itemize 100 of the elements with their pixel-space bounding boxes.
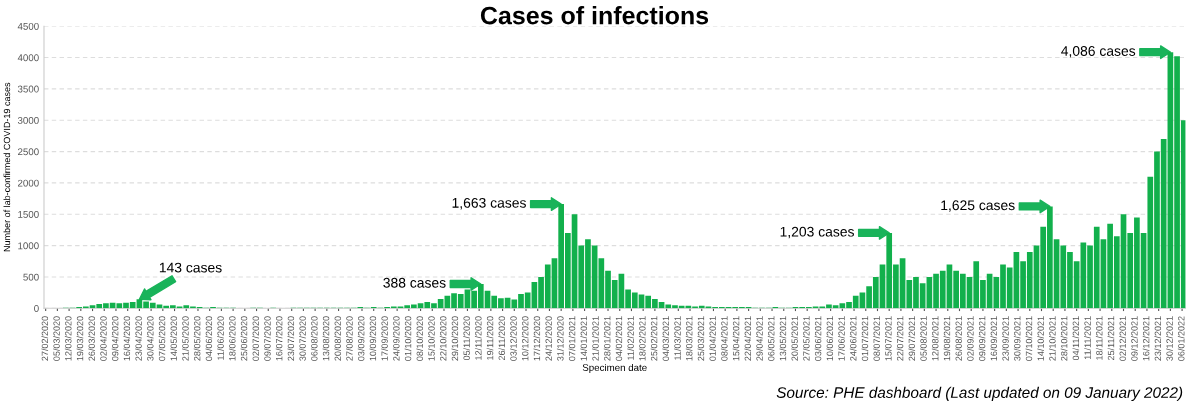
x-tick-label: 01/10/2020 <box>404 316 412 361</box>
x-tick-label: 24/06/2021 <box>849 316 857 361</box>
x-tick-label: 08/10/2020 <box>416 316 423 361</box>
x-tick-label: 27/02/2020 <box>41 316 49 361</box>
y-tick-label: 1500 <box>18 211 39 218</box>
x-tick-label: 14/05/2020 <box>170 316 177 361</box>
x-tick-label: 18/03/2021 <box>685 316 693 361</box>
x-tick-label: 22/10/2020 <box>439 316 447 361</box>
x-tick-label: 11/03/2021 <box>674 316 681 360</box>
x-tick-label: 23/09/2021 <box>1002 316 1009 361</box>
x-tick-label: 30/04/2020 <box>146 316 154 361</box>
annotation: 143 cases <box>159 262 222 273</box>
x-tick-label: 08/07/2021 <box>873 316 880 361</box>
x-tick-label: 16/12/2021 <box>1142 316 1150 361</box>
x-tick-label: 24/12/2020 <box>545 316 552 361</box>
x-tick-label: 19/08/2021 <box>943 316 951 361</box>
x-tick-label: 16/09/2021 <box>990 316 998 361</box>
y-tick-label: 4500 <box>17 22 39 30</box>
source-note: Source: PHE dashboard (Last updated on 09 January 2022) <box>776 386 1183 401</box>
x-tick-label: 11/02/2021 <box>627 316 634 360</box>
x-tick-label: 04/11/2021 <box>1072 316 1080 361</box>
x-tick-label: 09/07/2020 <box>264 316 271 361</box>
x-tick-label: 03/09/2020 <box>357 316 365 361</box>
x-tick-label: 16/07/2020 <box>275 316 283 361</box>
x-tick-label: 19/03/2020 <box>76 316 84 361</box>
x-tick-label: 09/12/2021 <box>1131 316 1138 361</box>
x-tick-label: 30/07/2020 <box>299 316 306 361</box>
x-tick-label: 26/08/2021 <box>955 316 962 361</box>
x-tick-label: 12/08/2021 <box>931 316 939 361</box>
x-tick-label: 13/08/2020 <box>322 316 330 361</box>
x-tick-label: 18/06/2020 <box>228 316 236 361</box>
x-tick-label: 19/11/2020 <box>486 316 494 360</box>
x-tick-label: 22/07/2021 <box>896 316 904 361</box>
x-tick-label: 01/07/2021 <box>861 316 869 361</box>
x-tick-label: 29/07/2021 <box>908 316 916 361</box>
x-tick-label: 08/04/2021 <box>720 316 728 361</box>
x-tick-label: 24/09/2020 <box>392 316 400 361</box>
x-tick-label: 29/10/2020 <box>451 316 459 361</box>
x-tick-label: 30/12/2021 <box>1166 316 1173 361</box>
x-tick-label: 02/07/2020 <box>252 316 259 361</box>
x-tick-label: 03/06/2021 <box>814 316 822 361</box>
x-tick-label: 21/10/2021 <box>1049 316 1056 361</box>
x-tick-label: 31/12/2020 <box>556 316 564 361</box>
x-tick-label: 11/06/2020 <box>217 316 224 360</box>
x-tick-label: 16/04/2020 <box>123 316 131 361</box>
x-tick-label: 07/05/2020 <box>158 316 166 361</box>
x-tick-label: 23/12/2021 <box>1154 316 1162 361</box>
x-tick-label: 04/03/2021 <box>662 316 670 361</box>
x-tick-label: 23/04/2020 <box>135 316 142 361</box>
x-tick-label: 11/11/2021 <box>1084 316 1091 360</box>
x-tick-label: 27/08/2020 <box>346 316 353 361</box>
x-tick-label: 05/03/2020 <box>53 316 60 361</box>
x-tick-label: 28/01/2021 <box>603 316 611 361</box>
x-tick-label: 22/04/2021 <box>744 316 752 361</box>
x-tick-label: 25/02/2021 <box>650 316 658 361</box>
x-tick-label: 15/07/2021 <box>884 316 892 361</box>
x-tick-label: 04/02/2021 <box>615 316 623 361</box>
x-tick-label: 06/08/2020 <box>310 316 318 361</box>
y-axis-title: Number of lab-confirmed COVID-19 cases <box>3 82 11 252</box>
x-tick-label: 07/10/2021 <box>1025 316 1033 361</box>
x-tick-label: 15/04/2021 <box>732 316 740 361</box>
x-tick-label: 30/09/2021 <box>1013 316 1021 361</box>
x-tick-label: 01/04/2021 <box>709 316 716 361</box>
y-tick-label: 2000 <box>18 179 39 187</box>
x-tick-label: 28/05/2020 <box>193 316 201 361</box>
annotation: 4,086 cases <box>1061 46 1136 58</box>
y-tick-label: 0 <box>34 305 39 312</box>
x-tick-label: 05/11/2020 <box>463 316 470 361</box>
x-tick-label: 02/12/2021 <box>1119 316 1126 361</box>
x-tick-label: 25/11/2021 <box>1107 316 1115 360</box>
x-tick-label: 09/04/2020 <box>111 316 119 361</box>
x-tick-label: 14/01/2021 <box>580 316 588 361</box>
y-tick-label: 3500 <box>17 85 39 93</box>
x-tick-label: 27/05/2021 <box>802 316 810 361</box>
x-tick-label: 06/01/2022 <box>1177 316 1185 361</box>
x-tick-label: 02/04/2020 <box>100 316 107 361</box>
x-tick-label: 17/09/2020 <box>381 316 388 361</box>
chart-title: Cases of infections <box>480 6 709 25</box>
x-tick-label: 21/05/2020 <box>182 316 189 361</box>
x-tick-label: 21/01/2021 <box>592 316 599 361</box>
x-tick-label: 18/11/2021 <box>1095 316 1103 360</box>
y-tick-label: 1000 <box>18 242 39 250</box>
x-tick-label: 15/10/2020 <box>428 316 435 361</box>
x-tick-label: 12/03/2020 <box>64 316 72 361</box>
x-axis-title: Specimen date <box>582 363 647 373</box>
y-tick-label: 3000 <box>17 116 39 124</box>
annotation: 1,203 cases <box>780 226 854 239</box>
x-tick-label: 10/12/2020 <box>521 316 529 361</box>
annotation: 1,663 cases <box>452 197 526 210</box>
x-tick-label: 13/05/2021 <box>779 316 787 361</box>
x-tick-label: 25/06/2020 <box>240 316 248 361</box>
x-tick-label: 20/08/2020 <box>334 316 341 361</box>
x-tick-label: 28/10/2021 <box>1060 316 1068 361</box>
x-tick-label: 09/09/2021 <box>978 316 986 361</box>
x-tick-label: 03/12/2020 <box>510 316 517 361</box>
x-tick-label: 17/12/2020 <box>533 316 541 361</box>
x-tick-label: 04/06/2020 <box>205 316 213 361</box>
x-tick-label: 10/06/2021 <box>826 316 834 361</box>
x-tick-label: 20/05/2021 <box>791 316 798 361</box>
x-tick-label: 10/09/2020 <box>369 316 377 361</box>
